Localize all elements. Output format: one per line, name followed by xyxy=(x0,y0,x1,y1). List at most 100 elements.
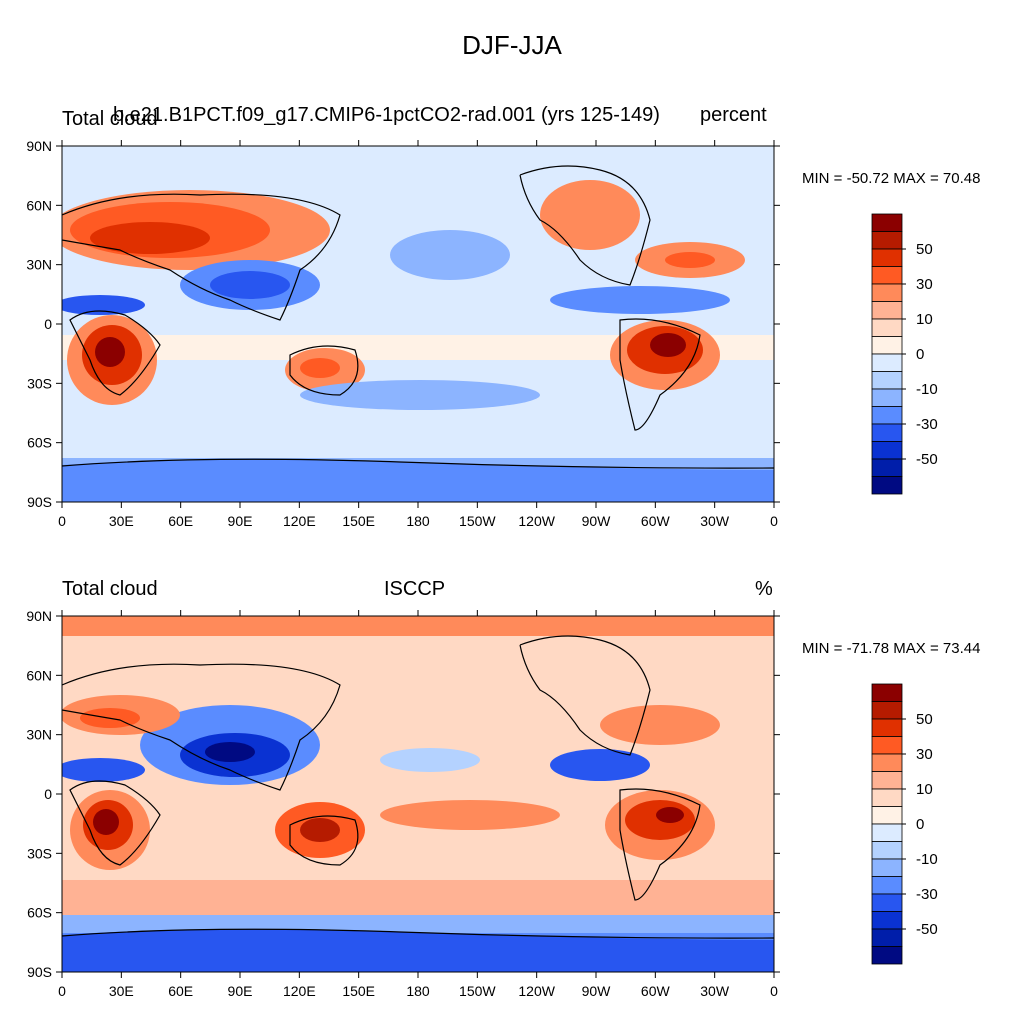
colorbar-swatch xyxy=(871,283,903,302)
colorbar-label: 50 xyxy=(916,711,933,728)
colorbar-swatch xyxy=(871,423,903,442)
panel-1-center-title: b.e21.B1PCT.f09_g17.CMIP6-1pctCO2-rad.00… xyxy=(113,104,660,126)
lon-tick-label: 90W xyxy=(582,513,612,529)
panel-1-minmax: MIN = -50.72 MAX = 70.48 xyxy=(802,170,981,187)
lat-tick-label: 0 xyxy=(44,786,52,802)
lon-tick-label: 60E xyxy=(168,513,193,529)
colorbar-swatch xyxy=(871,406,903,425)
colorbar-label: 10 xyxy=(916,781,933,798)
colorbar-swatch xyxy=(871,318,903,337)
panel-2-center-title: ISCCP xyxy=(384,578,446,600)
colorbar-swatch xyxy=(871,893,903,912)
colorbar-swatch xyxy=(871,788,903,807)
lon-tick-label: 60W xyxy=(641,983,671,999)
colorbar-swatch xyxy=(871,806,903,825)
lat-tick-label: 60N xyxy=(26,197,52,213)
lon-tick-label: 150W xyxy=(459,983,496,999)
colorbar-swatch xyxy=(871,858,903,877)
lat-tick-label: 60S xyxy=(27,435,52,451)
colorbar-swatch xyxy=(871,213,903,232)
colorbar-swatch xyxy=(871,458,903,477)
colorbar-swatch xyxy=(871,336,903,355)
lon-tick-label: 30E xyxy=(109,513,134,529)
colorbar-swatch xyxy=(871,718,903,737)
colorbar-swatch xyxy=(871,231,903,250)
lon-tick-label: 60E xyxy=(168,983,193,999)
lon-tick-label: 0 xyxy=(58,983,66,999)
lat-tick-label: 90S xyxy=(27,964,52,980)
lat-tick-label: 30S xyxy=(27,845,52,861)
panel-1-map xyxy=(62,146,774,502)
lat-tick-label: 0 xyxy=(44,316,52,332)
colorbar-label: 0 xyxy=(916,816,924,833)
colorbar-swatch xyxy=(871,841,903,860)
colorbars: 50 30 10 0 -10 -30 -50 50 30 10 0 -10 -30 -50 xyxy=(871,213,938,965)
colorbar-label: -10 xyxy=(916,381,938,398)
lat-tick-label: 30N xyxy=(26,257,52,273)
lat-tick-label: 30S xyxy=(27,375,52,391)
colorbar-swatch xyxy=(871,946,903,965)
panel-2-left-title: Total cloud xyxy=(62,578,158,600)
lon-tick-label: 150W xyxy=(459,513,496,529)
colorbar-swatch xyxy=(871,823,903,842)
colorbar-label: -50 xyxy=(916,921,938,938)
lat-tick-label: 60N xyxy=(26,667,52,683)
colorbar-swatch xyxy=(871,266,903,285)
lon-tick-label: 90W xyxy=(582,983,612,999)
panel-1-right-title: percent xyxy=(700,104,767,126)
colorbar-swatch xyxy=(871,353,903,372)
lat-tick-label: 90N xyxy=(26,138,52,154)
lon-tick-label: 30E xyxy=(109,983,134,999)
colorbar-label: 30 xyxy=(916,746,933,763)
colorbar-label: -30 xyxy=(916,886,938,903)
lon-tick-label: 30W xyxy=(700,983,730,999)
lon-tick-label: 0 xyxy=(770,983,778,999)
panel-2-map xyxy=(62,616,774,972)
colorbar-swatch xyxy=(871,701,903,720)
colorbar-label: 30 xyxy=(916,276,933,293)
colorbar-swatch xyxy=(871,301,903,320)
lon-tick-label: 120W xyxy=(518,983,555,999)
colorbar-swatch xyxy=(871,388,903,407)
colorbar-swatch xyxy=(871,911,903,930)
colorbar-label: 10 xyxy=(916,311,933,328)
colorbar-swatch xyxy=(871,736,903,755)
colorbar-label: 50 xyxy=(916,241,933,258)
colorbar-swatch xyxy=(871,753,903,772)
lat-tick-label: 30N xyxy=(26,727,52,743)
axis-ticks: 90N 60N 30N 0 30S 60S 90S 0 30E 60E 90E 120E 150E 180… xyxy=(26,138,780,999)
panel-2-right-title: % xyxy=(755,578,773,600)
lat-tick-label: 60S xyxy=(27,905,52,921)
colorbar-label: -30 xyxy=(916,416,938,433)
colorbar-swatch xyxy=(871,476,903,495)
figure-title: DJF-JJA xyxy=(462,30,562,60)
colorbar-label: -10 xyxy=(916,851,938,868)
colorbar-swatch xyxy=(871,371,903,390)
colorbar-panel-2: 50 30 10 0 -10 -30 -50 xyxy=(871,683,938,965)
lon-tick-label: 30W xyxy=(700,513,730,529)
colorbar-swatch xyxy=(871,928,903,947)
colorbar-label: -50 xyxy=(916,451,938,468)
colorbar-swatch xyxy=(871,683,903,702)
colorbar-label: 0 xyxy=(916,346,924,363)
colorbar-swatch xyxy=(871,248,903,267)
colorbar-swatch xyxy=(871,441,903,460)
lon-tick-label: 120W xyxy=(518,513,555,529)
lon-tick-label: 60W xyxy=(641,513,671,529)
lon-tick-label: 150E xyxy=(342,513,375,529)
colorbar-swatch xyxy=(871,771,903,790)
lon-tick-label: 180 xyxy=(406,513,430,529)
lon-tick-label: 0 xyxy=(770,513,778,529)
colorbar-panel-1: 50 30 10 0 -10 -30 -50 xyxy=(871,213,938,495)
lon-tick-label: 120E xyxy=(283,983,316,999)
lat-tick-label: 90S xyxy=(27,494,52,510)
lon-tick-label: 0 xyxy=(58,513,66,529)
lon-tick-label: 180 xyxy=(406,983,430,999)
lat-tick-label: 90N xyxy=(26,608,52,624)
lon-tick-label: 90E xyxy=(228,513,253,529)
panel-1-left-title: Total cloud xyxy=(62,108,158,130)
lon-tick-label: 90E xyxy=(228,983,253,999)
lon-tick-label: 150E xyxy=(342,983,375,999)
panel-2-minmax: MIN = -71.78 MAX = 73.44 xyxy=(802,640,981,657)
